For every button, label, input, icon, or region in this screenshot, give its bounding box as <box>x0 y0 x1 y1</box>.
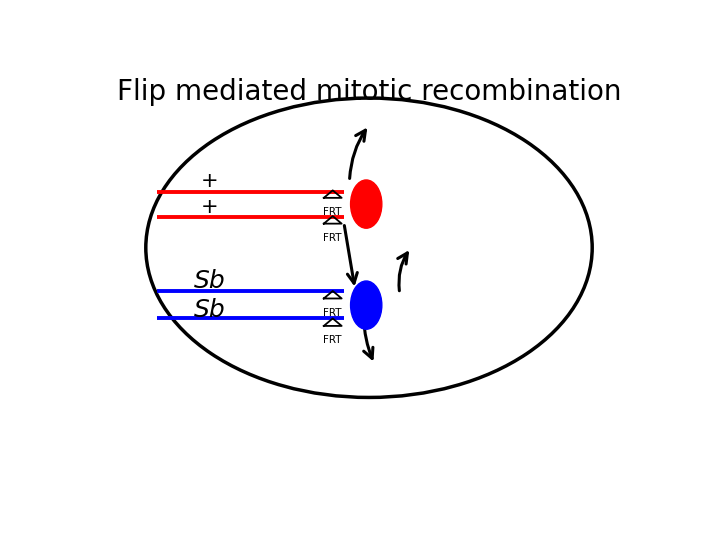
Text: FRT: FRT <box>323 335 342 345</box>
Text: FRT: FRT <box>323 308 342 318</box>
Text: +: + <box>201 198 219 218</box>
Ellipse shape <box>351 281 382 329</box>
Ellipse shape <box>351 180 382 228</box>
Text: Flip mediated mitotic recombination: Flip mediated mitotic recombination <box>117 78 621 106</box>
Text: Sb: Sb <box>194 298 226 322</box>
Text: Sb: Sb <box>194 269 226 293</box>
Text: +: + <box>201 171 219 191</box>
Text: FRT: FRT <box>323 207 342 217</box>
Text: FRT: FRT <box>323 233 342 243</box>
